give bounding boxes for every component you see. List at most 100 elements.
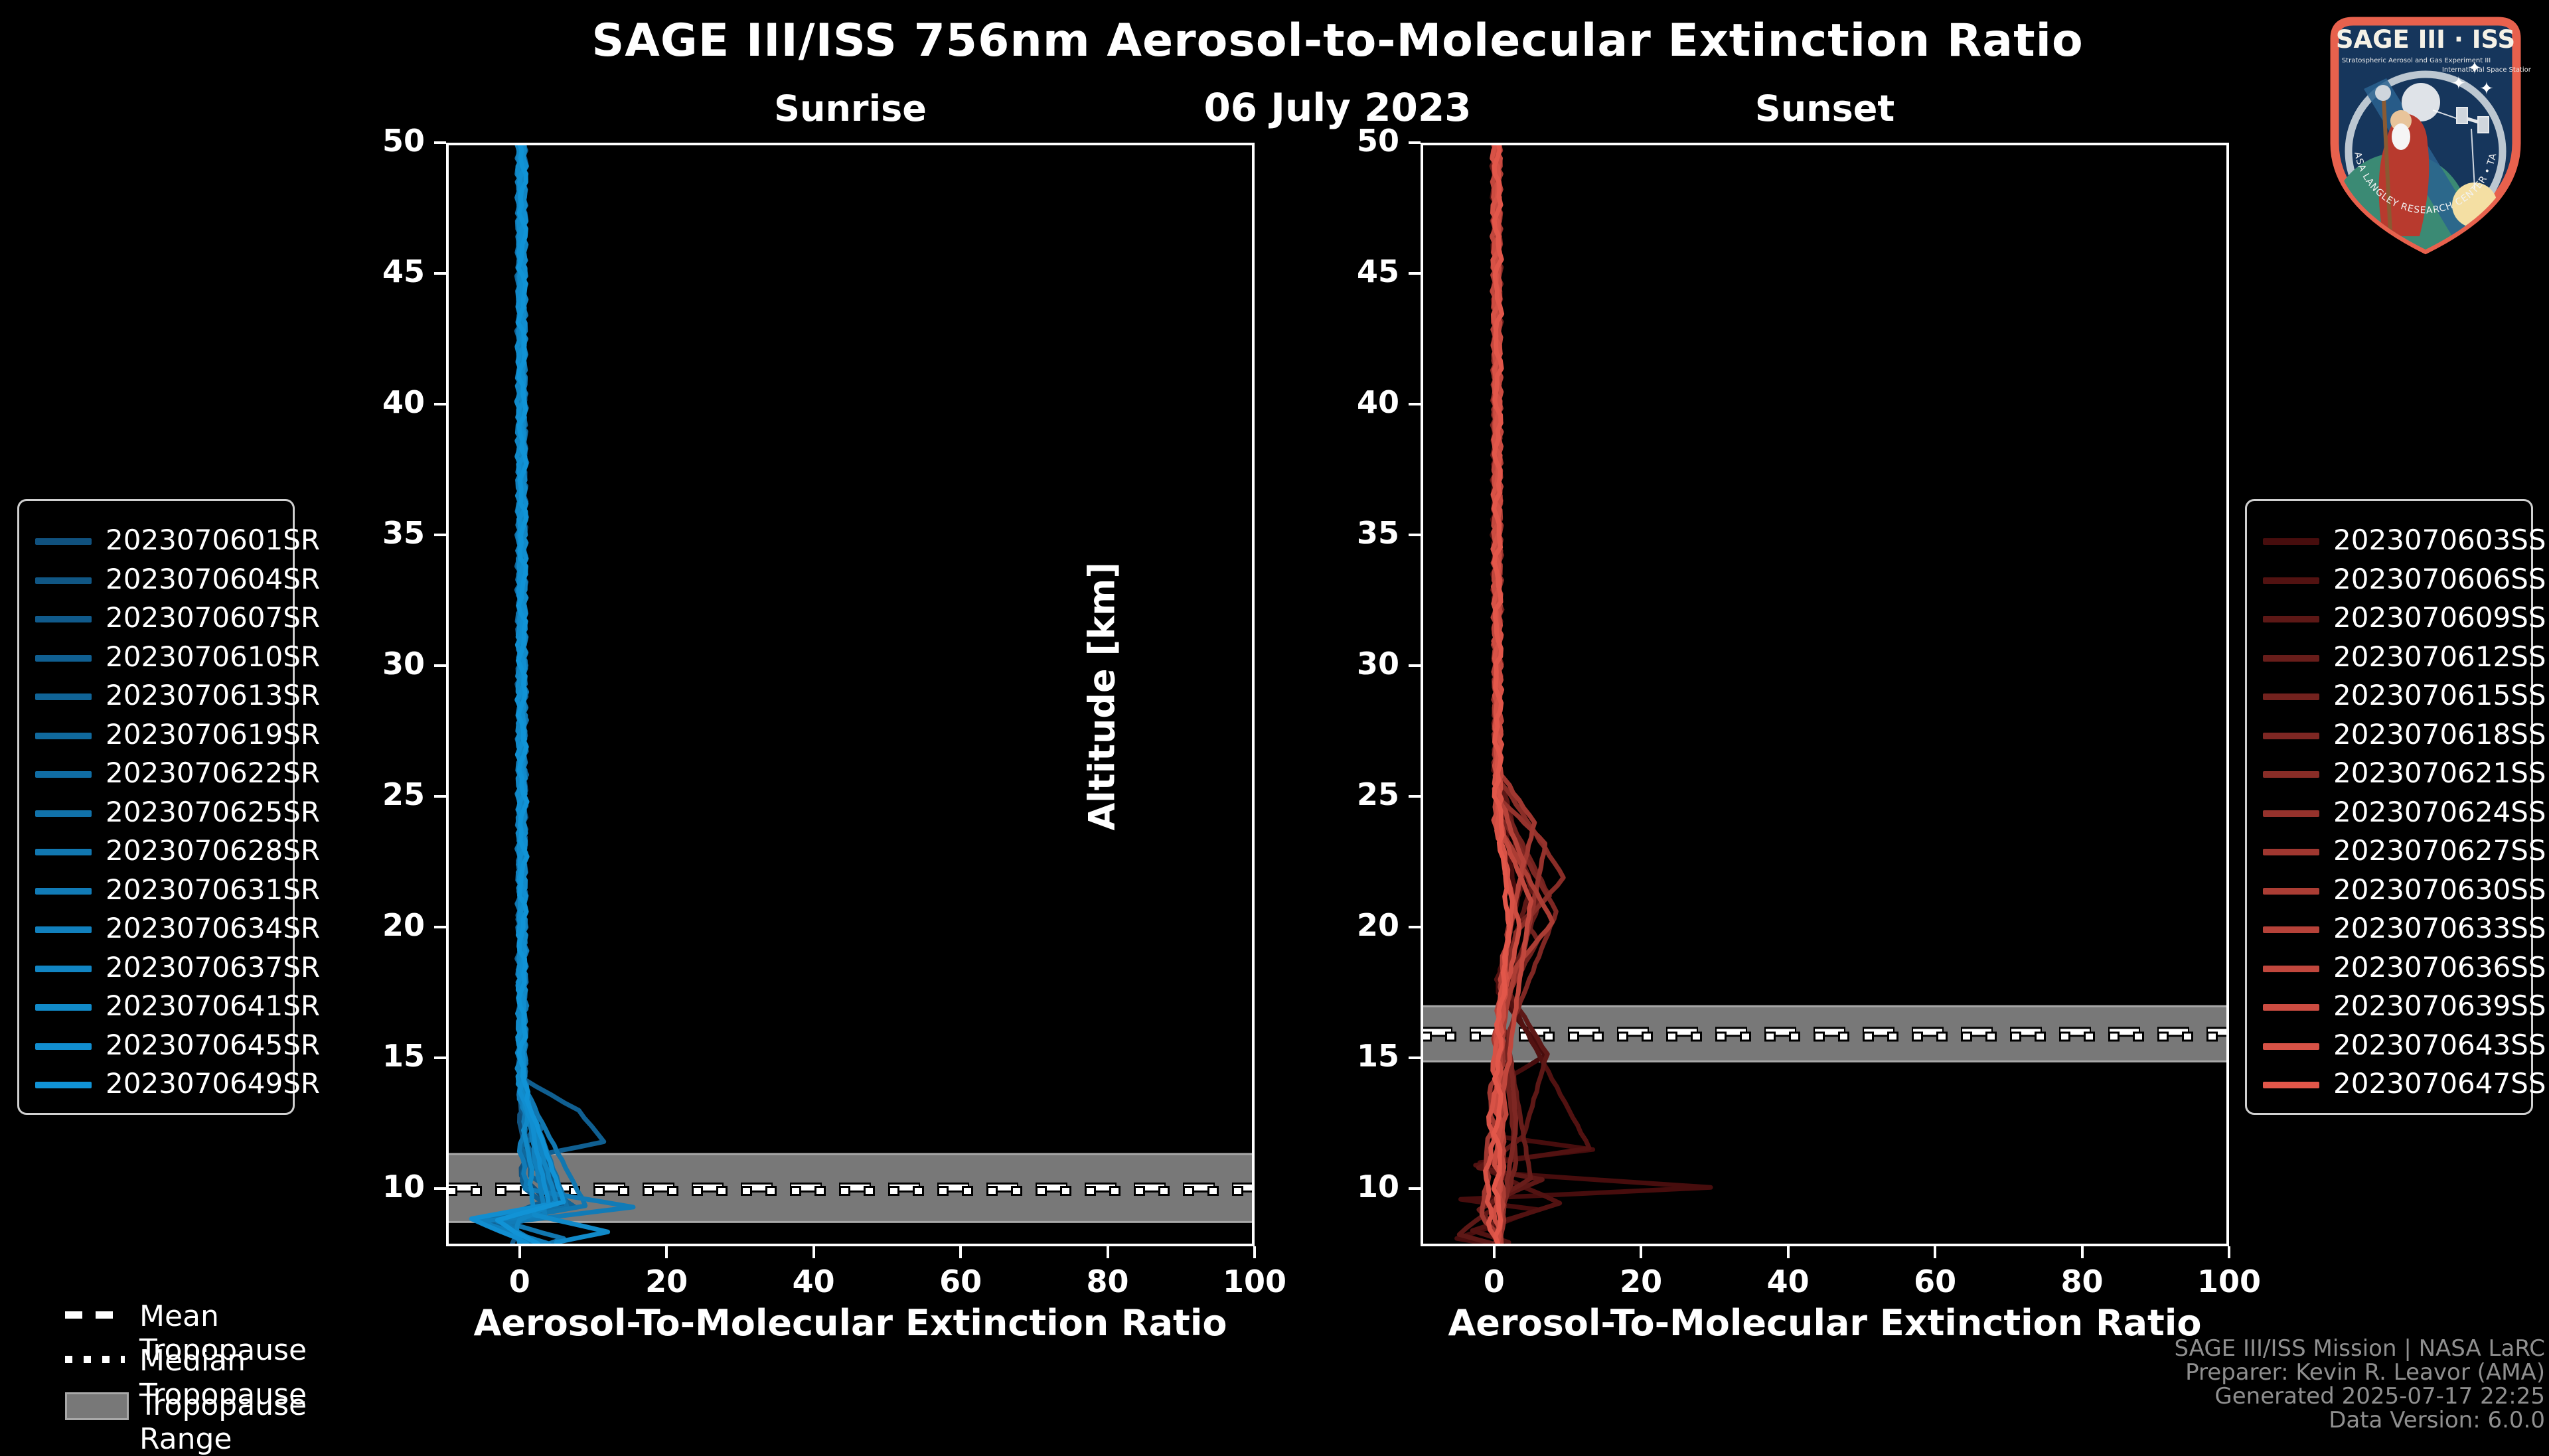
- legend-line-swatch: [2263, 654, 2319, 662]
- legend-line-swatch: [35, 732, 92, 739]
- profile-2023070610SR: [495, 143, 607, 1244]
- x-tick-label-20: 20: [645, 1264, 688, 1299]
- x-axis-label-sunrise: Aerosol-To-Molecular Extinction Ratio: [473, 1302, 1227, 1344]
- legend-event-label: 2023070639SS: [2333, 989, 2546, 1022]
- footer-credits: SAGE III/ISS Mission | NASA LaRC Prepare…: [2174, 1337, 2545, 1432]
- legend-line-swatch: [2263, 732, 2319, 739]
- legend-row: 2023070649SR: [19, 1067, 320, 1102]
- profile-2023070628SR: [495, 143, 588, 1246]
- y-tick-label-50: 50: [382, 123, 425, 159]
- legend-line-swatch: [2263, 577, 2319, 584]
- legend-sunset-events: 2023070603SS 2023070606SS 2023070609SS 2023…: [2245, 499, 2546, 1115]
- legend-row: 2023070613SR: [19, 679, 320, 713]
- legend-row: 2023070645SR: [19, 1029, 320, 1063]
- legend-event-label: 2023070613SR: [106, 679, 321, 711]
- x-tick-label-60: 60: [939, 1264, 982, 1299]
- legend-line-swatch: [35, 693, 92, 700]
- legend-row: 2023070639SS: [2247, 989, 2546, 1024]
- x-tick-0: [1492, 1246, 1496, 1258]
- panel-frame: [446, 143, 1255, 1246]
- y-tick-label-20: 20: [1356, 907, 1399, 944]
- median-tropopause-dotted-swatch: [65, 1356, 125, 1363]
- panel-title-sunset: Sunset: [1754, 88, 1895, 129]
- x-tick-40: [1786, 1246, 1790, 1258]
- legend-row: 2023070634SR: [19, 912, 320, 946]
- legend-row: 2023070610SR: [19, 640, 320, 675]
- y-tick-label-10: 10: [382, 1169, 425, 1205]
- sage-iss-mission-patch: ✦ ✦ ✦ SAGE III · ISS Stratospheric Aerosol…: [2316, 3, 2532, 259]
- tropopause-legend: Mean Tropopause Median Tropopause Tropop…: [40, 1299, 504, 1456]
- legend-line-swatch: [35, 849, 92, 855]
- legend-event-label: 2023070624SS: [2333, 795, 2546, 828]
- legend-event-label: 2023070601SR: [106, 524, 321, 556]
- y-tick-label-15: 15: [382, 1038, 425, 1074]
- legend-row: 2023070636SS: [2247, 951, 2546, 985]
- legend-row: 2023070618SS: [2247, 718, 2546, 753]
- legend-event-label: 2023070627SS: [2333, 834, 2546, 867]
- legend-line-swatch: [2263, 810, 2319, 817]
- mean-tropopause-dashed-swatch: [65, 1311, 125, 1319]
- y-tick-30: [1409, 664, 1421, 668]
- patch-iss-icon: [2456, 107, 2489, 133]
- legend-event-label: 2023070634SR: [106, 912, 321, 944]
- y-tick-label-40: 40: [382, 384, 425, 421]
- x-tick-60: [959, 1246, 963, 1258]
- legend-line-swatch: [35, 654, 92, 662]
- svg-text:✦: ✦: [2479, 79, 2494, 99]
- y-tick-label-45: 45: [382, 254, 425, 290]
- y-tick-35: [1409, 534, 1421, 537]
- legend-row: 2023070625SR: [19, 796, 320, 830]
- y-tick-40: [434, 403, 446, 406]
- legend-event-label: 2023070625SR: [106, 795, 321, 828]
- legend-row: 2023070637SR: [19, 951, 320, 985]
- y-tick-label-45: 45: [1356, 254, 1399, 290]
- legend-line-swatch: [2263, 965, 2319, 972]
- profile-2023070604SR: [502, 143, 562, 1246]
- y-tick-label-20: 20: [382, 907, 425, 944]
- legend-line-swatch: [2263, 926, 2319, 933]
- y-tick-35: [434, 534, 446, 537]
- x-tick-label-40: 40: [1766, 1264, 1810, 1299]
- legend-row: 2023070624SS: [2247, 796, 2546, 830]
- legend-row: 2023070619SR: [19, 718, 320, 753]
- y-tick-20: [434, 926, 446, 929]
- legend-line-swatch: [2263, 1004, 2319, 1011]
- legend-line-swatch: [35, 771, 92, 778]
- y-tick-25: [434, 795, 446, 798]
- profile-2023070622SR: [505, 143, 555, 1246]
- panel-frame: [1421, 143, 2229, 1246]
- mean-tropopause-label: Mean Tropopause: [139, 1299, 307, 1367]
- x-tick-100: [2228, 1246, 2230, 1258]
- legend-row: 2023070601SR: [19, 524, 320, 558]
- legend-row: 2023070633SS: [2247, 912, 2546, 946]
- legend-sunrise-events: 2023070601SR 2023070604SR 2023070607SR 2023…: [17, 499, 320, 1115]
- legend-event-label: 2023070643SS: [2333, 1028, 2546, 1061]
- legend-event-label: 2023070612SS: [2333, 640, 2546, 673]
- legend-event-label: 2023070604SR: [106, 562, 321, 595]
- legend-line-swatch: [35, 926, 92, 933]
- legend-event-label: 2023070622SR: [106, 757, 321, 789]
- legend-line-swatch: [35, 965, 92, 972]
- legend-event-label: 2023070628SR: [106, 834, 321, 867]
- profile-2023070606SS: [1470, 143, 1592, 1245]
- legend-row: 2023070606SS: [2247, 563, 2546, 597]
- legend-event-label: 2023070607SR: [106, 601, 321, 634]
- y-tick-50: [434, 141, 446, 144]
- legend-row: 2023070607SR: [19, 601, 320, 636]
- footer-generated: Generated 2025-07-17 22:25: [2214, 1383, 2545, 1410]
- x-tick-80: [1106, 1246, 1109, 1258]
- legend-line-swatch: [35, 1043, 92, 1050]
- legend-event-label: 2023070637SR: [106, 950, 321, 983]
- legend-line-swatch: [35, 616, 92, 622]
- x-axis-label-sunset: Aerosol-To-Molecular Extinction Ratio: [1448, 1302, 2202, 1344]
- x-tick-20: [665, 1246, 668, 1258]
- footer-data-version: Data Version: 6.0.0: [2329, 1407, 2545, 1433]
- legend-row: 2023070631SR: [19, 873, 320, 908]
- legend-event-label: 2023070636SS: [2333, 950, 2546, 983]
- patch-stars: ✦✦✦: [2451, 58, 2494, 99]
- legend-event-label: 2023070633SS: [2333, 912, 2546, 944]
- y-tick-label-30: 30: [382, 646, 425, 682]
- legend-line-swatch: [35, 887, 92, 895]
- legend-line-swatch: [2263, 693, 2319, 700]
- x-tick-60: [1934, 1246, 1937, 1258]
